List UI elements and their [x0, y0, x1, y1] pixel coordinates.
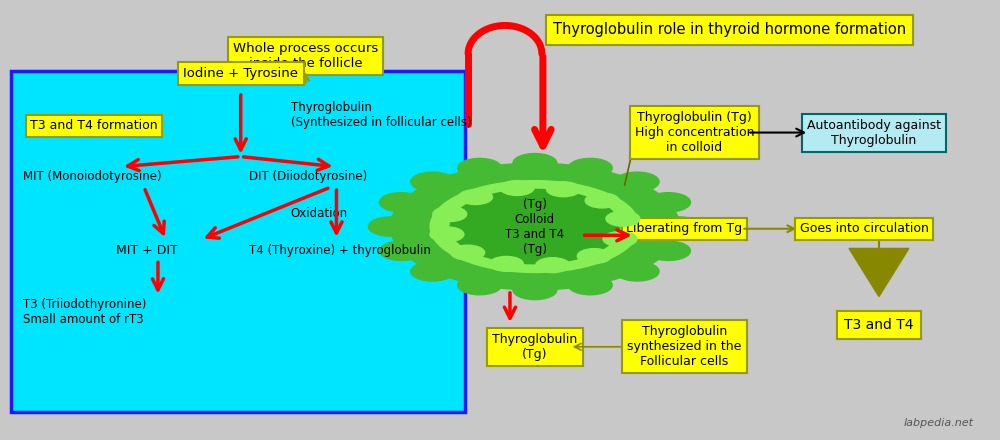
Circle shape: [459, 190, 492, 205]
Circle shape: [603, 231, 637, 246]
Text: Whole process occurs
inside the follicle: Whole process occurs inside the follicle: [233, 42, 378, 70]
Text: Thyroglobulin (Tg)
High concentration
in colloid: Thyroglobulin (Tg) High concentration in…: [635, 111, 754, 154]
Text: Thyroglobulin
(Synthesized in follicular cells): Thyroglobulin (Synthesized in follicular…: [291, 101, 471, 129]
Circle shape: [390, 163, 680, 290]
Circle shape: [458, 275, 502, 295]
Text: MIT + DIT: MIT + DIT: [116, 244, 178, 257]
Text: Liberating from Tg: Liberating from Tg: [626, 222, 743, 235]
Circle shape: [577, 249, 611, 264]
Text: DIT (Diiodotyrosine): DIT (Diiodotyrosine): [249, 170, 367, 183]
Circle shape: [546, 182, 580, 197]
Circle shape: [430, 181, 640, 272]
Text: Thyroglobulin
(Tg): Thyroglobulin (Tg): [492, 333, 578, 361]
Circle shape: [450, 189, 620, 264]
Text: Thyroglobulin
synthesized in the
Follicular cells: Thyroglobulin synthesized in the Follicu…: [627, 325, 742, 368]
Text: labpedia.net: labpedia.net: [904, 418, 974, 428]
Circle shape: [615, 262, 659, 281]
Circle shape: [513, 154, 557, 173]
Text: T4 (Thyroxine) + thyroglobulin: T4 (Thyroxine) + thyroglobulin: [249, 244, 431, 257]
Circle shape: [458, 158, 502, 178]
Circle shape: [513, 280, 557, 300]
Circle shape: [568, 275, 612, 295]
Circle shape: [411, 172, 455, 191]
Polygon shape: [849, 249, 909, 297]
Circle shape: [430, 227, 464, 242]
Circle shape: [451, 245, 485, 260]
Circle shape: [647, 241, 690, 260]
Text: (Tg)
Colloid
T3 and T4
(Tg): (Tg) Colloid T3 and T4 (Tg): [505, 198, 564, 256]
Text: MIT (Monoiodotyrosine): MIT (Monoiodotyrosine): [23, 170, 162, 183]
Circle shape: [606, 211, 640, 226]
Text: Goes into circulation: Goes into circulation: [800, 222, 928, 235]
Text: Autoantibody against
Thyroglobulin: Autoantibody against Thyroglobulin: [807, 118, 941, 147]
Circle shape: [500, 180, 534, 195]
Text: T3 and T4: T3 and T4: [844, 318, 914, 332]
Circle shape: [368, 217, 412, 236]
Circle shape: [658, 217, 701, 236]
Text: Iodine + Tyrosine: Iodine + Tyrosine: [183, 67, 298, 80]
FancyBboxPatch shape: [11, 71, 465, 412]
Text: T3 (Triiodothyronine)
Small amount of rT3: T3 (Triiodothyronine) Small amount of rT…: [23, 298, 147, 326]
Circle shape: [568, 158, 612, 178]
Circle shape: [615, 172, 659, 191]
Circle shape: [379, 241, 423, 260]
Circle shape: [433, 207, 467, 221]
Text: Thyroglobulin role in thyroid hormone formation: Thyroglobulin role in thyroid hormone fo…: [553, 22, 906, 37]
Circle shape: [647, 193, 690, 212]
Circle shape: [536, 258, 570, 272]
Circle shape: [411, 262, 455, 281]
Circle shape: [585, 193, 619, 208]
Text: Oxidation: Oxidation: [291, 207, 348, 220]
Text: T3 and T4 formation: T3 and T4 formation: [30, 120, 158, 132]
Circle shape: [379, 193, 423, 212]
Circle shape: [489, 257, 523, 271]
